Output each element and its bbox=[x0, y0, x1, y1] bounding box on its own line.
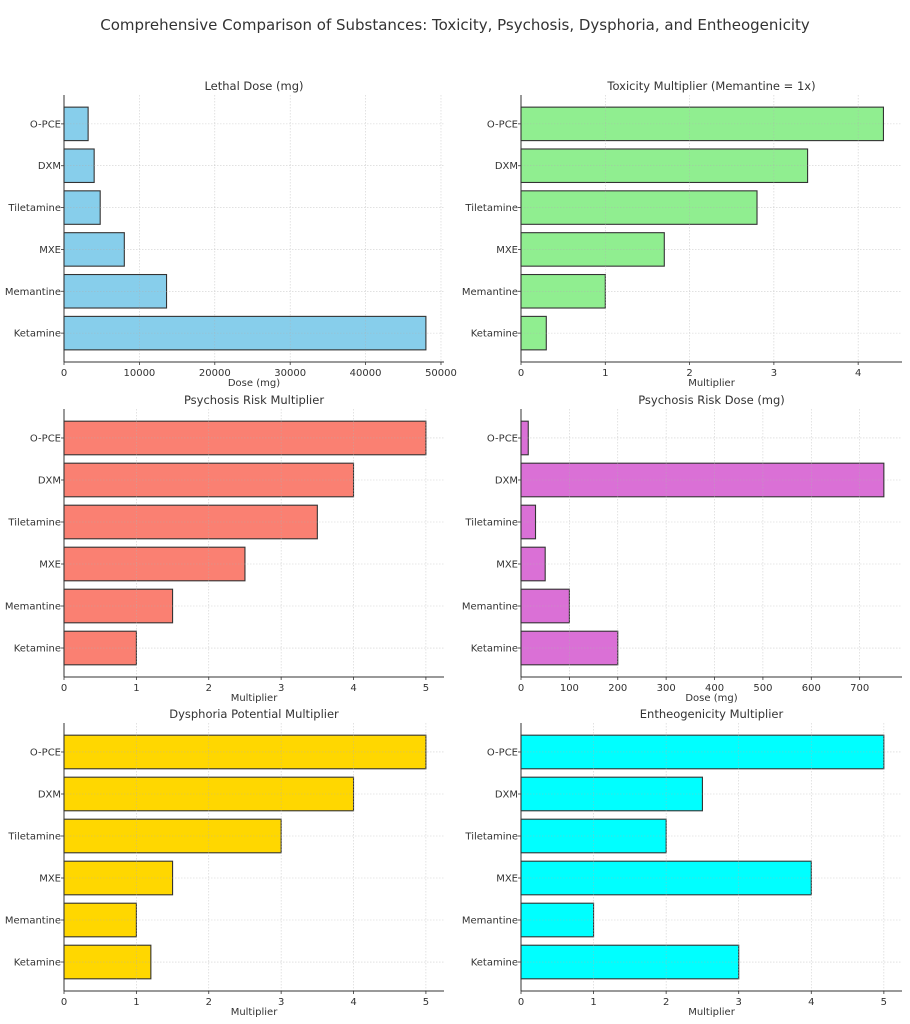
x-tick-label: 5 bbox=[881, 997, 887, 1008]
y-tick-label: MXE bbox=[39, 245, 61, 256]
y-tick-label: DXM bbox=[38, 475, 61, 486]
x-tick-label: 2 bbox=[663, 997, 669, 1008]
y-tick-label: Memantine bbox=[462, 287, 518, 298]
y-tick-label: O-PCE bbox=[30, 747, 61, 758]
subplot-title: Dysphoria Potential Multiplier bbox=[169, 707, 339, 721]
x-tick-label: 50000 bbox=[425, 368, 457, 379]
subplot-5: 0 1 2 3 4 5 Ketamine Memantine MXE Tiletamine DXM O… bbox=[5, 707, 444, 1018]
x-tick-label: 4 bbox=[350, 997, 356, 1008]
y-tick-label: MXE bbox=[496, 245, 518, 256]
x-tick-label: 5 bbox=[423, 997, 429, 1008]
y-tick-label: Ketamine bbox=[471, 644, 518, 655]
y-tick-label: MXE bbox=[39, 560, 61, 571]
y-tick-label: Ketamine bbox=[14, 329, 61, 340]
subplot-1: 0 10000 20000 30000 40000 50000 Ketamine Memant… bbox=[5, 79, 457, 389]
x-tick-label: 0 bbox=[61, 368, 67, 379]
x-tick-label: 200 bbox=[608, 683, 627, 694]
x-tick-label: 700 bbox=[850, 683, 869, 694]
x-tick-label: 40000 bbox=[350, 368, 382, 379]
x-tick-label: 400 bbox=[705, 683, 724, 694]
x-tick-label: 3 bbox=[278, 997, 284, 1008]
x-tick-label: 3 bbox=[771, 368, 777, 379]
x-axis-label: Multiplier bbox=[688, 1007, 736, 1018]
subplot-title: Psychosis Risk Dose (mg) bbox=[638, 393, 785, 407]
x-tick-label: 1 bbox=[133, 683, 139, 694]
y-tick-label: DXM bbox=[495, 789, 518, 800]
y-tick-label: Memantine bbox=[462, 916, 518, 927]
y-tick-label: DXM bbox=[495, 161, 518, 172]
x-tick-label: 2 bbox=[206, 997, 212, 1008]
x-tick-label: 100 bbox=[560, 683, 579, 694]
x-tick-label: 4 bbox=[855, 368, 861, 379]
subplot-title: Lethal Dose (mg) bbox=[204, 79, 303, 93]
bar-dxm bbox=[520, 148, 809, 184]
x-tick-label: 3 bbox=[736, 997, 742, 1008]
x-tick-label: 0 bbox=[518, 997, 524, 1008]
y-tick-label: Memantine bbox=[462, 602, 518, 613]
x-axis-label: Multiplier bbox=[231, 1007, 279, 1018]
subplot-3: 0 1 2 3 4 5 Ketamine Memantine MXE Tiletamine DXM O… bbox=[5, 393, 444, 704]
subplot-title: Psychosis Risk Multiplier bbox=[184, 393, 324, 407]
subplot-4: 0 100 200 300 400 500 600 700 Ketamine Memantine M… bbox=[462, 393, 902, 704]
x-axis-label: Dose (mg) bbox=[685, 693, 737, 704]
subplot-6: 0 1 2 3 4 5 Ketamine Memantine MXE Tiletamine DXM O… bbox=[462, 707, 902, 1018]
y-tick-label: O-PCE bbox=[487, 433, 518, 444]
x-axis-label: Dose (mg) bbox=[228, 378, 280, 389]
x-axis-label: Multiplier bbox=[688, 378, 736, 389]
y-tick-label: MXE bbox=[496, 560, 518, 571]
y-tick-label: Tiletamine bbox=[464, 203, 518, 214]
x-tick-label: 4 bbox=[350, 683, 356, 694]
y-tick-label: O-PCE bbox=[487, 119, 518, 130]
x-tick-label: 20000 bbox=[199, 368, 231, 379]
x-tick-label: 30000 bbox=[274, 368, 306, 379]
subplot-2: 0 1 2 3 4 Ketamine Memantine MXE Tiletamine DXM O-… bbox=[462, 79, 902, 389]
x-tick-label: 1 bbox=[133, 997, 139, 1008]
x-tick-label: 0 bbox=[518, 683, 524, 694]
y-tick-label: O-PCE bbox=[30, 119, 61, 130]
y-tick-label: Tiletamine bbox=[7, 831, 61, 842]
subplot-title: Entheogenicity Multiplier bbox=[640, 707, 784, 721]
y-tick-label: Ketamine bbox=[14, 644, 61, 655]
x-tick-label: 600 bbox=[802, 683, 821, 694]
x-axis-label: Multiplier bbox=[231, 693, 279, 704]
subplot-title: Toxicity Multiplier (Memantine = 1x) bbox=[606, 79, 815, 93]
y-tick-label: Tiletamine bbox=[464, 517, 518, 528]
y-tick-label: MXE bbox=[39, 874, 61, 885]
y-tick-label: Ketamine bbox=[471, 329, 518, 340]
x-tick-label: 3 bbox=[278, 683, 284, 694]
y-tick-label: Ketamine bbox=[14, 958, 61, 969]
y-tick-label: DXM bbox=[38, 789, 61, 800]
y-tick-label: Memantine bbox=[5, 602, 61, 613]
y-tick-label: DXM bbox=[495, 475, 518, 486]
y-tick-label: Ketamine bbox=[471, 958, 518, 969]
x-tick-label: 4 bbox=[808, 997, 814, 1008]
x-tick-label: 300 bbox=[657, 683, 676, 694]
x-tick-label: 0 bbox=[61, 997, 67, 1008]
y-tick-label: O-PCE bbox=[487, 747, 518, 758]
x-tick-label: 0 bbox=[61, 683, 67, 694]
bar-mxe bbox=[520, 232, 665, 267]
y-tick-label: MXE bbox=[496, 874, 518, 885]
y-tick-label: Memantine bbox=[5, 916, 61, 927]
y-tick-label: Memantine bbox=[5, 287, 61, 298]
y-tick-label: DXM bbox=[38, 161, 61, 172]
x-tick-label: 1 bbox=[590, 997, 596, 1008]
x-tick-label: 0 bbox=[518, 368, 524, 379]
x-tick-label: 5 bbox=[423, 683, 429, 694]
y-tick-label: Tiletamine bbox=[7, 517, 61, 528]
x-tick-label: 2 bbox=[206, 683, 212, 694]
y-tick-label: O-PCE bbox=[30, 433, 61, 444]
x-tick-label: 500 bbox=[753, 683, 772, 694]
figure-title: Comprehensive Comparison of Substances: … bbox=[100, 16, 810, 34]
y-tick-label: Tiletamine bbox=[7, 203, 61, 214]
x-tick-label: 10000 bbox=[123, 368, 155, 379]
y-tick-label: Tiletamine bbox=[464, 831, 518, 842]
x-tick-label: 2 bbox=[686, 368, 692, 379]
x-tick-label: 1 bbox=[602, 368, 608, 379]
